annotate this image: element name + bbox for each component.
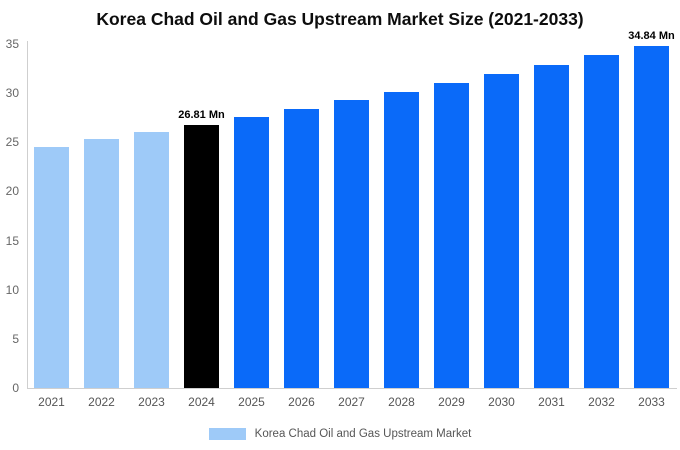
x-axis-line (27, 388, 677, 389)
x-axis-category-labels: 2021 2022 2023 2024 2025 2026 2027 2028 2029 2030… (28, 395, 680, 411)
chart-title: Korea Chad Oil and Gas Upstream Market S… (96, 9, 584, 29)
bar-value-label-2024: 26.81 Mn (178, 108, 225, 121)
x-tick-label-2033: 2033 (638, 395, 665, 409)
bar-2026[interactable] (284, 108, 319, 388)
x-tick-label-2026: 2026 (288, 395, 315, 409)
x-tick-label-2029: 2029 (438, 395, 465, 409)
x-tick-label-2022: 2022 (88, 395, 115, 409)
bar-2032[interactable] (584, 55, 619, 388)
bar-value-label-2033: 34.84 Mn (628, 29, 675, 42)
x-tick-label-2024: 2024 (188, 395, 215, 409)
y-tick-label: 35 (5, 37, 19, 51)
x-tick-label-2023: 2023 (138, 395, 165, 409)
x-tick-label-2021: 2021 (38, 395, 65, 409)
bar-2022[interactable] (84, 139, 119, 388)
y-tick-label: 10 (5, 282, 19, 297)
bar-2025[interactable] (234, 116, 269, 388)
y-tick-label: 25 (5, 135, 19, 150)
bar-2031[interactable] (534, 64, 569, 388)
bar-2028[interactable] (384, 91, 419, 388)
bar-2021[interactable] (34, 146, 69, 388)
bar-2023[interactable] (134, 132, 169, 388)
x-tick-label-2032: 2032 (588, 395, 615, 409)
y-tick-label: 20 (5, 184, 19, 199)
x-tick-label-2025: 2025 (238, 395, 265, 409)
y-tick-label: 5 (12, 331, 19, 346)
legend-label: Korea Chad Oil and Gas Upstream Market (254, 428, 472, 440)
y-tick-label: 30 (5, 86, 19, 101)
bar-2029[interactable] (434, 83, 469, 388)
x-tick-label-2031: 2031 (538, 395, 565, 409)
x-tick-label-2030: 2030 (488, 395, 515, 409)
bar-2024[interactable] (184, 124, 219, 388)
legend-swatch-icon (208, 428, 246, 440)
bar-2033[interactable] (634, 45, 669, 388)
x-tick-label-2028: 2028 (388, 395, 415, 409)
x-tick-label-2027: 2027 (338, 395, 365, 409)
bar-2030[interactable] (484, 74, 519, 388)
y-tick-label: 15 (5, 233, 19, 248)
y-tick-label: 0 (12, 381, 19, 395)
legend[interactable]: Korea Chad Oil and Gas Upstream Market (0, 425, 680, 443)
plot-area: 26.81 Mn 34.84 Mn (28, 30, 678, 388)
bar-2027[interactable] (334, 100, 369, 388)
y-axis-line (27, 41, 28, 389)
